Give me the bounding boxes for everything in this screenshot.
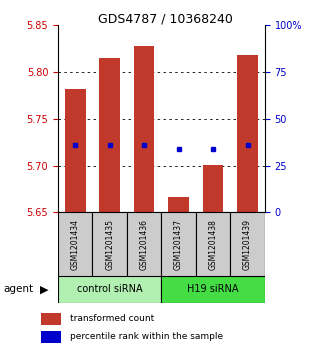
Bar <box>58 276 162 303</box>
Bar <box>237 55 258 212</box>
Bar <box>134 46 155 212</box>
Bar <box>41 313 61 325</box>
Text: GSM1201435: GSM1201435 <box>105 219 114 270</box>
Text: percentile rank within the sample: percentile rank within the sample <box>70 332 223 341</box>
Text: GSM1201439: GSM1201439 <box>243 219 252 270</box>
Bar <box>230 212 265 276</box>
Text: GSM1201434: GSM1201434 <box>71 219 80 270</box>
Text: control siRNA: control siRNA <box>77 285 142 294</box>
Text: GSM1201438: GSM1201438 <box>209 219 217 270</box>
Text: GSM1201437: GSM1201437 <box>174 219 183 270</box>
Bar <box>203 165 223 212</box>
Bar <box>58 212 92 276</box>
Bar <box>65 89 85 212</box>
Bar <box>99 58 120 212</box>
Bar <box>161 212 196 276</box>
Text: H19 siRNA: H19 siRNA <box>187 285 239 294</box>
Bar <box>196 212 230 276</box>
Text: transformed count: transformed count <box>70 314 155 323</box>
Bar <box>127 212 161 276</box>
Text: GSM1201436: GSM1201436 <box>140 219 149 270</box>
Bar <box>168 197 189 212</box>
Bar <box>41 331 61 343</box>
Text: agent: agent <box>3 285 33 294</box>
Text: ▶: ▶ <box>40 285 49 294</box>
Bar <box>161 276 265 303</box>
Text: GDS4787 / 10368240: GDS4787 / 10368240 <box>98 13 233 26</box>
Bar <box>92 212 127 276</box>
